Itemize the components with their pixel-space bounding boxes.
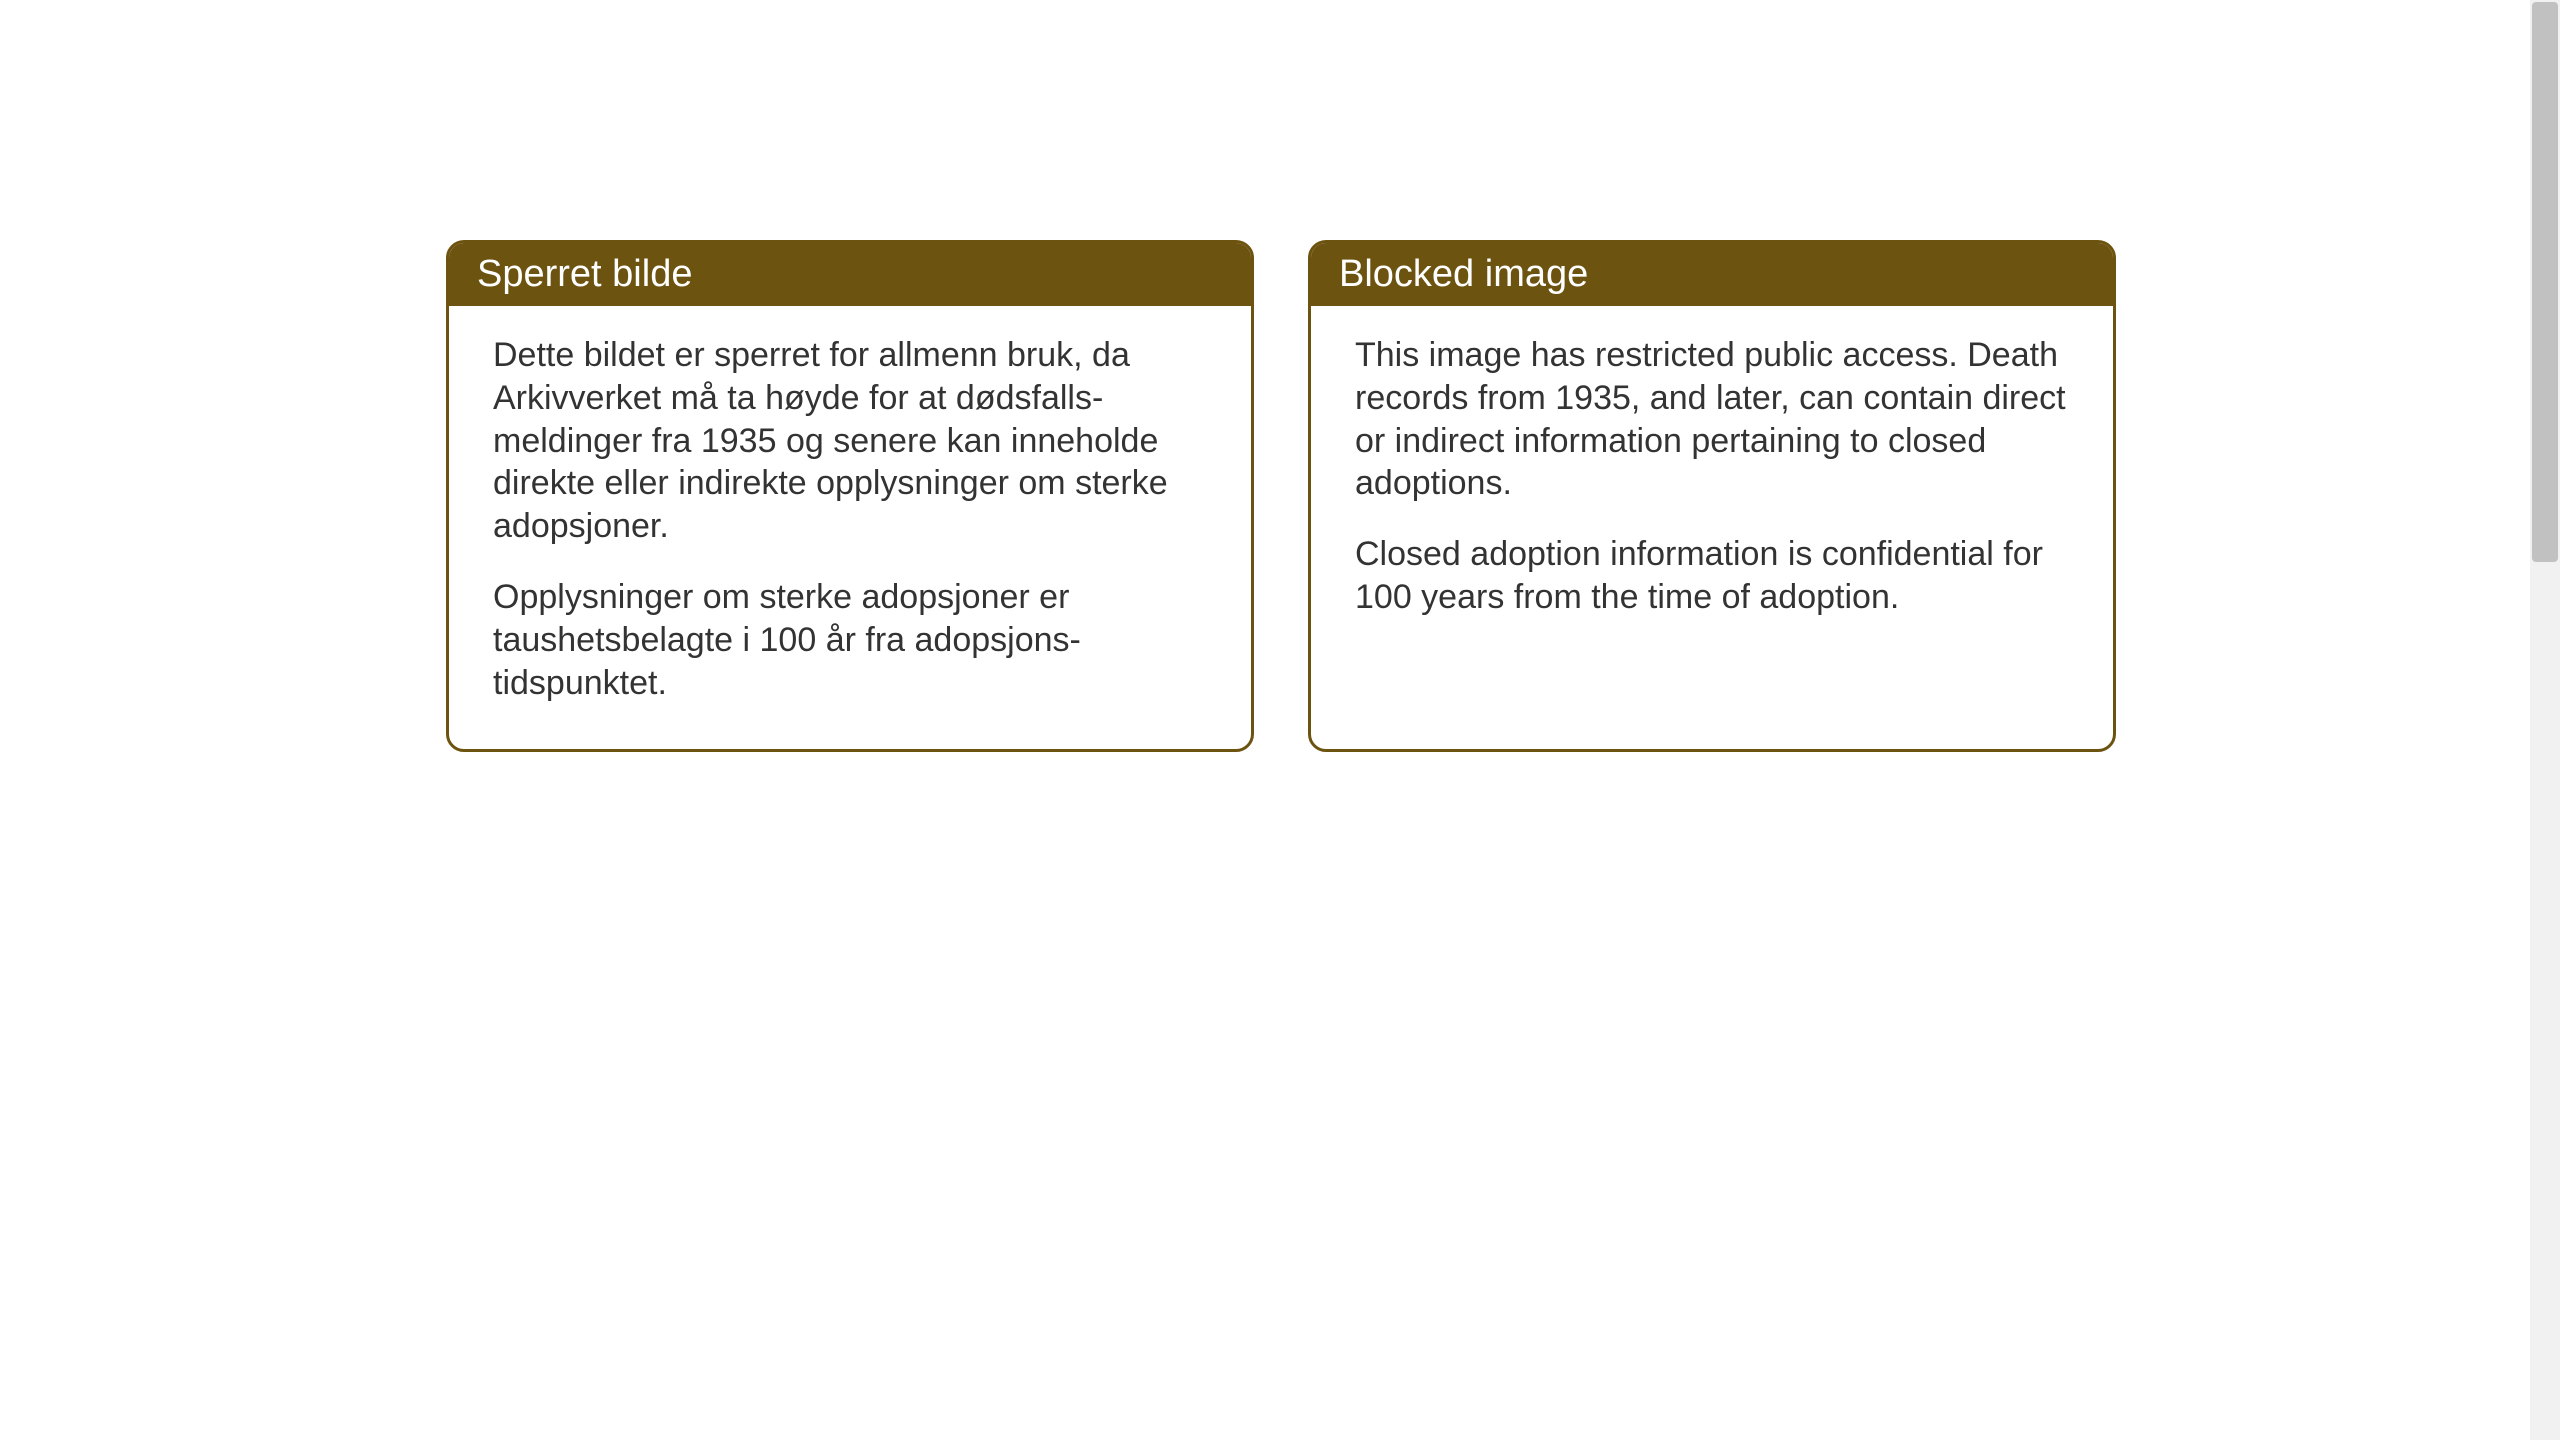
card-title-norwegian: Sperret bilde: [477, 253, 692, 295]
card-body-english: This image has restricted public access.…: [1311, 306, 2113, 663]
notice-card-english: Blocked image This image has restricted …: [1308, 240, 2116, 752]
card-paragraph-2-norwegian: Opplysninger om sterke adopsjoner er tau…: [493, 576, 1207, 704]
card-paragraph-1-english: This image has restricted public access.…: [1355, 334, 2069, 505]
card-header-english: Blocked image: [1311, 243, 2113, 306]
scrollbar-thumb[interactable]: [2532, 2, 2558, 562]
notice-container: Sperret bilde Dette bildet er sperret fo…: [446, 240, 2116, 752]
card-title-english: Blocked image: [1339, 253, 1588, 295]
card-paragraph-2-english: Closed adoption information is confident…: [1355, 533, 2069, 619]
card-paragraph-1-norwegian: Dette bildet er sperret for allmenn bruk…: [493, 334, 1207, 548]
notice-card-norwegian: Sperret bilde Dette bildet er sperret fo…: [446, 240, 1254, 752]
card-body-norwegian: Dette bildet er sperret for allmenn bruk…: [449, 306, 1251, 749]
card-header-norwegian: Sperret bilde: [449, 243, 1251, 306]
scrollbar-track[interactable]: [2530, 0, 2560, 1440]
